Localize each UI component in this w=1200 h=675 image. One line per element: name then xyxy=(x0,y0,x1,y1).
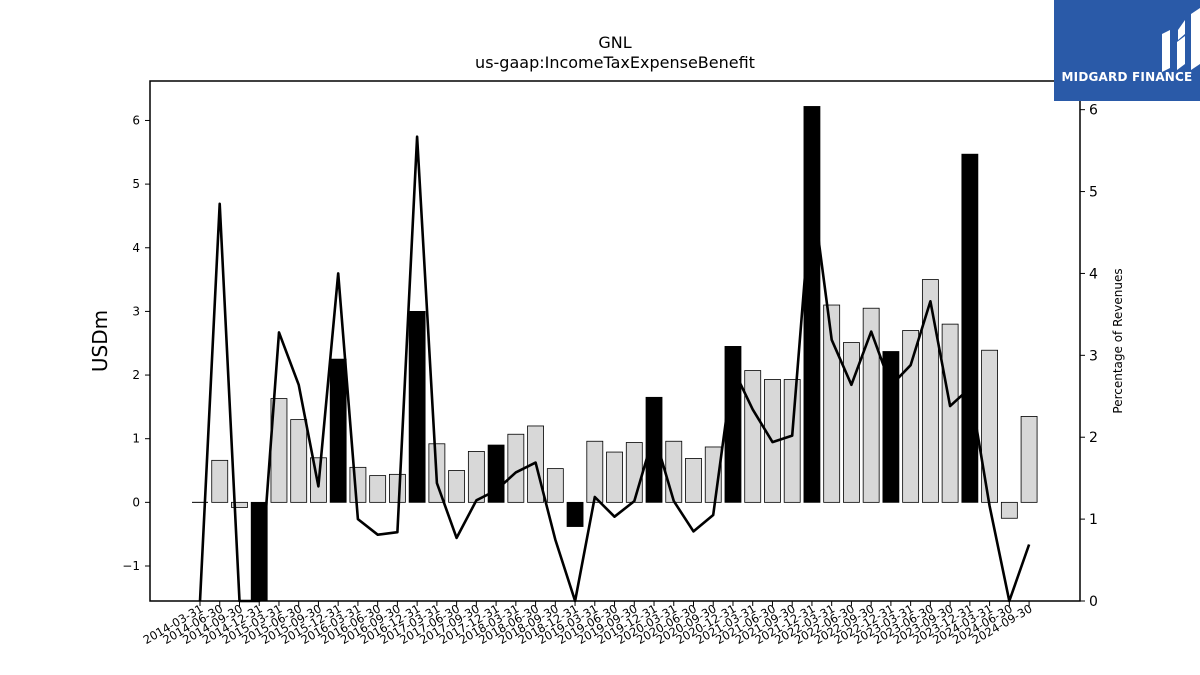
bar xyxy=(211,459,229,503)
y-tick-label: −1 xyxy=(122,559,140,573)
bar xyxy=(467,451,485,503)
y2-tick-label: 5 xyxy=(1089,185,1098,201)
bar xyxy=(803,106,821,503)
bar xyxy=(349,466,367,503)
bar xyxy=(645,396,663,503)
bar xyxy=(546,468,564,503)
y2-tick-label: 0 xyxy=(1089,594,1098,610)
bar xyxy=(408,311,426,503)
revenue-pct-line xyxy=(198,135,1031,603)
y-tick-label: 0 xyxy=(132,495,140,509)
bar xyxy=(388,473,406,503)
y2-tick-label: 4 xyxy=(1089,266,1098,282)
bar xyxy=(921,279,939,503)
bar xyxy=(231,501,248,508)
bar xyxy=(882,351,900,503)
y-axis-label: USDm xyxy=(88,310,112,372)
bar xyxy=(606,451,623,503)
bar xyxy=(823,304,841,503)
line-layer xyxy=(198,135,1031,603)
bar xyxy=(625,442,643,503)
y2-tick-label: 1 xyxy=(1089,512,1098,528)
bar xyxy=(843,342,860,503)
bar xyxy=(783,379,801,503)
logo-text: MIDGARD FINANCE xyxy=(1061,70,1193,84)
chart-subtitle: us-gaap:IncomeTaxExpenseBenefit xyxy=(475,53,755,72)
midgard-finance-logo: MIDGARD FINANCE xyxy=(1054,0,1200,101)
plot-frame xyxy=(149,80,1081,602)
bar xyxy=(369,475,387,503)
y2-tick-label: 6 xyxy=(1089,103,1098,119)
y2-tick-label: 2 xyxy=(1089,430,1098,446)
bar xyxy=(566,501,584,527)
y-tick-label: 5 xyxy=(132,177,140,191)
bar xyxy=(329,358,347,503)
bar-layer xyxy=(192,106,1038,602)
y-tick-label: 6 xyxy=(132,113,140,127)
bar xyxy=(744,370,762,503)
right-axis: 0 1 2 3 4 5 6 xyxy=(1080,103,1098,610)
y-tick-label: 1 xyxy=(132,432,140,446)
y-tick-label: 2 xyxy=(132,368,140,382)
left-axis: −1 0 1 2 3 4 5 6 xyxy=(122,113,150,573)
bar xyxy=(1000,501,1018,519)
bar xyxy=(862,307,880,503)
x-axis: 2014-03-312014-06-302014-09-302014-12-31… xyxy=(141,601,1035,647)
bar xyxy=(941,323,959,503)
logo-mark-icon xyxy=(1162,8,1200,72)
y2-axis-label: Percentage of Revenues xyxy=(1111,268,1125,413)
y-tick-label: 4 xyxy=(132,241,140,255)
bar xyxy=(961,153,979,503)
bar xyxy=(448,470,466,503)
bar xyxy=(290,419,308,503)
y-tick-label: 3 xyxy=(132,304,140,318)
bar xyxy=(1020,416,1038,503)
bar xyxy=(685,458,702,503)
y2-tick-label: 3 xyxy=(1089,348,1098,364)
bar xyxy=(665,440,683,503)
bar xyxy=(902,330,920,503)
bar xyxy=(586,440,604,503)
chart-title: GNL xyxy=(598,33,631,52)
